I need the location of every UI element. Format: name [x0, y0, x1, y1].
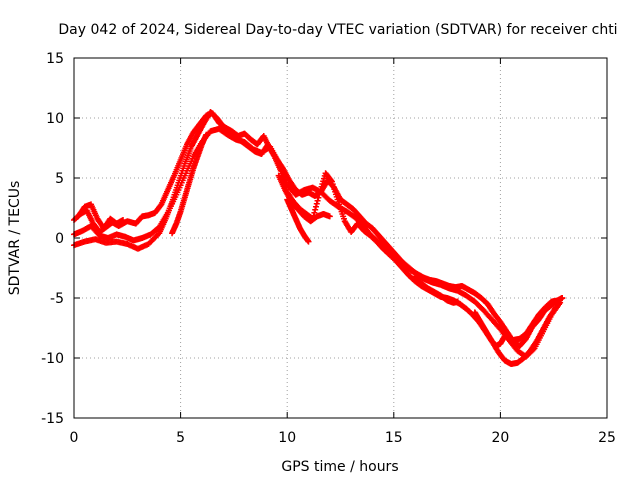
data-point [312, 203, 319, 210]
data-point [314, 197, 321, 204]
series-track-a [71, 110, 566, 349]
x-axis-label: GPS time / hours [281, 459, 398, 475]
data-point [203, 131, 210, 138]
data-point [311, 209, 318, 216]
y-axis-label: SDTVAR / TECUs [7, 181, 23, 296]
data-point [501, 333, 508, 340]
data-point [120, 217, 127, 223]
data-point [559, 295, 566, 301]
y-tick-label: 10 [46, 111, 64, 127]
data-point [315, 194, 322, 201]
series-track-i [510, 295, 566, 343]
y-tick-label: -10 [41, 351, 64, 367]
y-tick-label: 0 [55, 231, 64, 247]
data-points [71, 109, 566, 367]
data-point [454, 298, 461, 305]
data-point [312, 206, 319, 213]
data-point [328, 177, 335, 184]
x-tick-label: 15 [385, 430, 403, 446]
y-tick-label: -5 [50, 291, 64, 307]
axis-ticks: 0 5 10 15 20 25 -15 -10 -5 0 5 10 15 [41, 51, 616, 446]
y-tick-label: 5 [55, 171, 64, 187]
data-point [305, 238, 312, 245]
series-track-f [284, 196, 312, 245]
gridlines [74, 58, 607, 418]
x-tick-label: 25 [598, 430, 616, 446]
x-tick-label: 0 [70, 430, 79, 446]
x-tick-label: 20 [491, 430, 509, 446]
data-point [552, 305, 559, 312]
x-tick-label: 5 [176, 430, 185, 446]
chart-title: Day 042 of 2024, Sidereal Day-to-day VTE… [58, 22, 617, 38]
y-tick-label: -15 [41, 411, 64, 427]
x-tick-label: 10 [278, 430, 296, 446]
series-track-j [75, 201, 127, 232]
series-track-h [471, 309, 508, 349]
series-track-g [412, 273, 461, 306]
series-track-b [71, 125, 564, 360]
data-point [313, 200, 320, 207]
series-track-d [169, 131, 210, 237]
y-tick-label: 15 [46, 51, 64, 67]
data-point [326, 213, 333, 220]
data-point [552, 304, 559, 311]
